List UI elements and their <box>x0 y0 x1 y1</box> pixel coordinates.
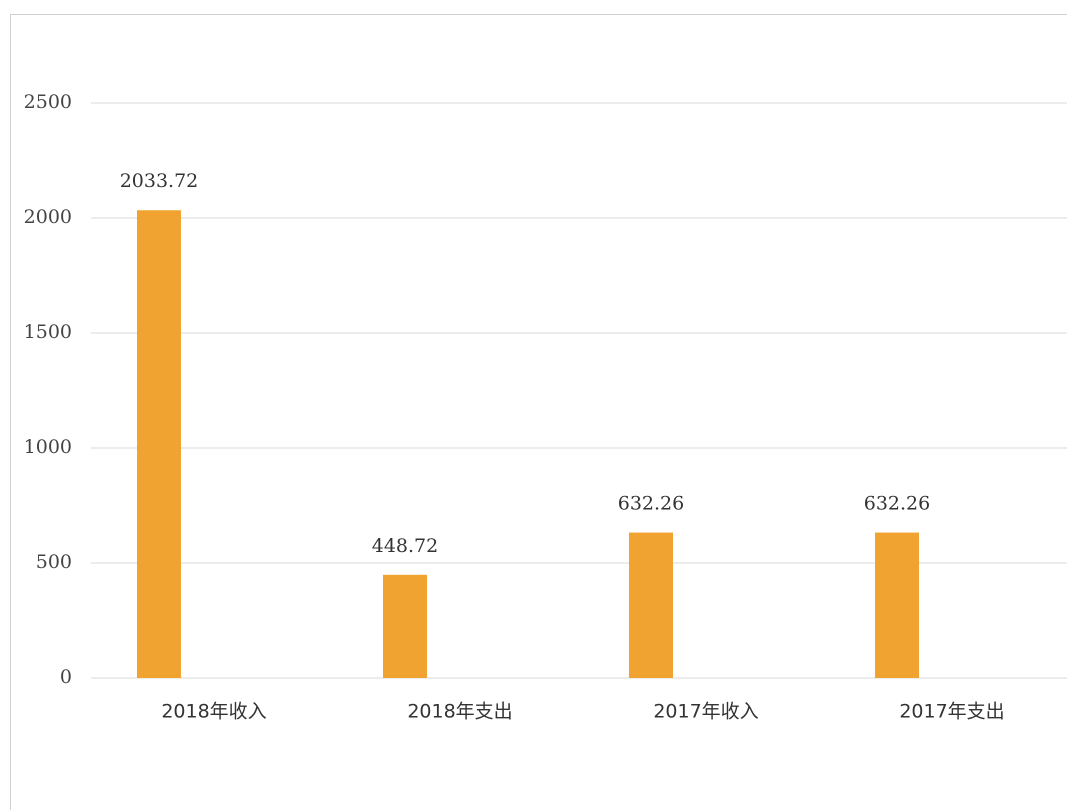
y-tick-label: 2000 <box>24 206 72 228</box>
bar <box>629 532 673 678</box>
bar <box>137 210 181 679</box>
x-tick-label: 2017年收入 <box>653 701 758 723</box>
y-tick-label: 1500 <box>24 321 72 343</box>
data-label: 448.72 <box>372 535 438 557</box>
bar <box>875 532 919 678</box>
data-label: 632.26 <box>864 493 930 515</box>
chart-frame <box>10 14 1067 810</box>
y-tick-label: 500 <box>36 551 72 573</box>
y-tick-label: 0 <box>60 666 72 688</box>
data-label: 2033.72 <box>120 170 199 192</box>
x-tick-label: 2018年收入 <box>161 701 266 723</box>
x-tick-label: 2017年支出 <box>899 701 1004 723</box>
x-tick-label: 2018年支出 <box>407 701 512 723</box>
bar <box>383 574 427 678</box>
data-label: 632.26 <box>618 493 684 515</box>
y-tick-label: 2500 <box>24 91 72 113</box>
y-tick-label: 1000 <box>24 436 72 458</box>
